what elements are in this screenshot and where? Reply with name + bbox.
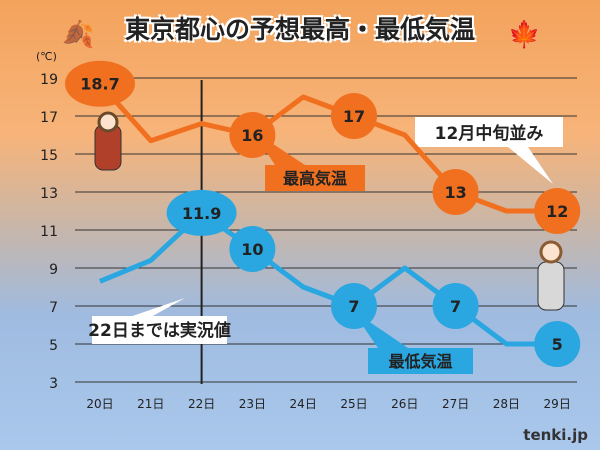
tenki-logo: tenki.jp xyxy=(523,426,588,444)
data-label: 18.7 xyxy=(80,75,119,94)
data-point-bubble xyxy=(229,112,276,158)
y-tick-label: 5 xyxy=(49,338,58,354)
data-label: 10 xyxy=(241,240,263,259)
maple-leaf-icon: 🍁 xyxy=(508,20,541,50)
data-label: 5 xyxy=(552,335,563,354)
y-tick-label: 15 xyxy=(40,148,58,164)
y-tick-label: 19 xyxy=(40,72,58,88)
seasonal-note: 12月中旬並み xyxy=(435,123,544,144)
legend-label: 最低気温 xyxy=(388,352,452,371)
woman-in-winter-coat-illustration xyxy=(537,261,565,311)
seasonal-note-pointer xyxy=(508,147,553,184)
x-tick-label: 21日 xyxy=(137,397,164,411)
data-label: 7 xyxy=(450,297,461,316)
x-tick-label: 24日 xyxy=(290,397,317,411)
data-label: 13 xyxy=(444,183,466,202)
x-tick-label: 27日 xyxy=(442,397,469,411)
data-point-bubble xyxy=(432,169,479,215)
data-point-bubble xyxy=(534,321,581,367)
x-tick-label: 25日 xyxy=(340,397,367,411)
data-label: 17 xyxy=(343,107,365,126)
data-point-bubble xyxy=(432,283,479,329)
woman-head xyxy=(539,240,563,264)
legend-box xyxy=(368,348,473,374)
y-tick-label: 9 xyxy=(49,262,58,278)
x-tick-label: 26日 xyxy=(391,397,418,411)
observed-note: 22日までは実況値 xyxy=(88,320,231,341)
chart-title: 東京都心の予想最高・最低気温 xyxy=(124,15,475,44)
y-tick-label: 13 xyxy=(40,186,58,202)
series-line-low xyxy=(99,210,558,347)
series-line-high xyxy=(98,82,558,214)
x-tick-label: 22日 xyxy=(188,397,215,411)
x-tick-label: 20日 xyxy=(86,397,113,411)
woman-head xyxy=(97,111,119,133)
data-label: 16 xyxy=(241,126,263,145)
ginkgo-leaf-icon: 🍂 xyxy=(62,20,95,50)
data-point-bubble xyxy=(331,283,377,329)
observed-note-pointer xyxy=(132,298,185,316)
legend-label: 最高気温 xyxy=(283,169,347,188)
data-label: 11.9 xyxy=(182,204,221,223)
x-tick-label: 23日 xyxy=(239,397,266,411)
data-label: 12 xyxy=(546,202,568,221)
data-point-bubble xyxy=(166,189,237,236)
y-tick-label: 7 xyxy=(49,300,58,316)
observed-note-box xyxy=(92,316,227,344)
data-label: 7 xyxy=(348,297,359,316)
x-tick-label: 28日 xyxy=(493,397,520,411)
y-tick-label: 3 xyxy=(49,376,58,392)
data-point-bubble xyxy=(229,226,276,272)
data-point-bubble xyxy=(534,188,581,234)
unit-label: (℃) xyxy=(36,50,57,63)
x-tick-label: 29日 xyxy=(544,397,571,411)
y-tick-label: 17 xyxy=(40,110,58,126)
seasonal-note-box xyxy=(415,117,563,147)
data-point-bubble xyxy=(65,60,135,107)
legend-box xyxy=(265,165,365,191)
y-tick-label: 11 xyxy=(40,224,58,240)
data-point-bubble xyxy=(331,93,377,139)
